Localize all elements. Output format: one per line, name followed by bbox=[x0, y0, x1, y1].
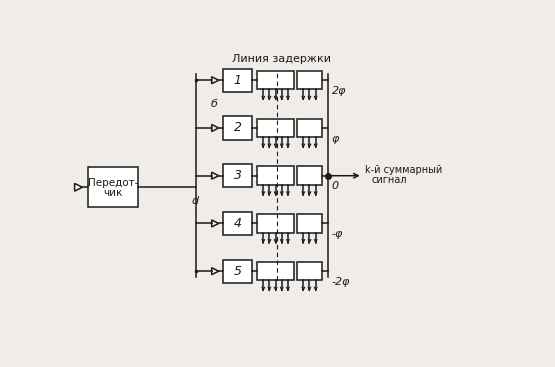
Text: 2: 2 bbox=[234, 121, 242, 134]
Bar bbox=[223, 259, 253, 283]
Polygon shape bbox=[211, 172, 219, 179]
Text: -φ: -φ bbox=[332, 229, 343, 239]
Text: 3: 3 bbox=[234, 169, 242, 182]
Text: чик: чик bbox=[103, 188, 123, 198]
Bar bbox=[223, 212, 253, 235]
Bar bbox=[257, 71, 294, 90]
Polygon shape bbox=[211, 220, 219, 227]
Text: Передот-: Передот- bbox=[88, 178, 138, 188]
Bar bbox=[257, 167, 294, 185]
Text: 5: 5 bbox=[234, 265, 242, 278]
Text: сигнал: сигнал bbox=[371, 175, 407, 185]
Bar bbox=[223, 164, 253, 187]
Bar bbox=[223, 116, 253, 139]
Bar bbox=[297, 262, 322, 280]
Bar bbox=[257, 214, 294, 233]
Text: Линия задержки: Линия задержки bbox=[232, 54, 331, 63]
Text: 1: 1 bbox=[234, 74, 242, 87]
Bar bbox=[257, 119, 294, 137]
Bar bbox=[297, 71, 322, 90]
Bar bbox=[88, 167, 138, 207]
Bar bbox=[297, 214, 322, 233]
Text: б: б bbox=[210, 99, 217, 109]
Text: d: d bbox=[192, 196, 199, 206]
Text: -2φ: -2φ bbox=[332, 277, 350, 287]
Polygon shape bbox=[211, 124, 219, 131]
Text: φ: φ bbox=[332, 134, 339, 144]
Bar bbox=[223, 69, 253, 92]
Text: 4: 4 bbox=[234, 217, 242, 230]
Text: 2φ: 2φ bbox=[332, 86, 346, 96]
Text: 0: 0 bbox=[332, 182, 339, 192]
Bar bbox=[297, 119, 322, 137]
Polygon shape bbox=[211, 268, 219, 275]
Polygon shape bbox=[211, 77, 219, 84]
Text: k-й суммарный: k-й суммарный bbox=[365, 165, 442, 175]
Bar bbox=[257, 262, 294, 280]
Polygon shape bbox=[74, 184, 82, 191]
Bar bbox=[297, 167, 322, 185]
